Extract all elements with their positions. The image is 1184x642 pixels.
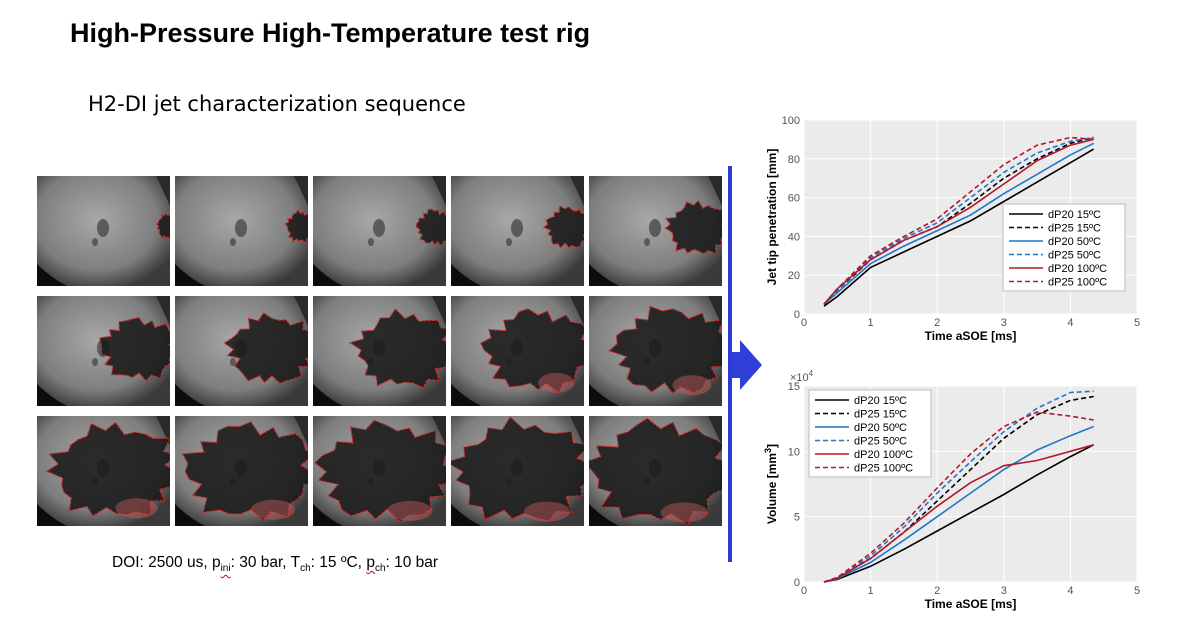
x-tick-label: 1	[868, 317, 874, 329]
legend-label: dP20 50ºC	[854, 422, 907, 434]
sequence-frame	[37, 296, 170, 406]
sequence-frame	[589, 296, 722, 406]
x-tick-label: 0	[801, 585, 807, 597]
legend-label: dP20 15ºC	[854, 395, 907, 407]
slide-subtitle: H2-DI jet characterization sequence	[88, 92, 466, 116]
y-tick-label: 20	[788, 270, 800, 282]
y-tick-label: 80	[788, 154, 800, 166]
penetration-chart: 0 1 2 3 4 5 0 20 40 60 80 100 Time aSOE [ms] Jet tip …	[765, 115, 1140, 343]
slide-title: High-Pressure High-Temperature test rig	[70, 18, 591, 48]
series-line	[823, 136, 1094, 305]
legend-label: dP20 100ºC	[854, 449, 913, 461]
series-line	[823, 444, 1095, 583]
section-divider	[728, 166, 732, 562]
x-tick-label: 2	[934, 585, 940, 597]
legend-label: dP25 100ºC	[854, 463, 913, 475]
sequence-frame	[589, 176, 722, 286]
caption-t-ch-value: : 15 ºC,	[310, 554, 367, 571]
legend-label: dP20 100ºC	[1048, 263, 1107, 275]
legend-label: dP25 50ºC	[854, 436, 907, 448]
caption-doi: DOI: 2500 us,	[112, 554, 212, 571]
y-tick-label: 5	[794, 512, 800, 524]
sequence-frame	[313, 416, 446, 526]
series-line	[823, 425, 1094, 583]
series-line	[823, 390, 1094, 583]
axis-exponent: ×104	[790, 369, 814, 384]
sequence-frame	[451, 176, 584, 286]
right-arrow-icon	[732, 340, 762, 390]
series-line	[823, 142, 1095, 305]
sequence-frame	[313, 176, 446, 286]
legend-label: dP25 100ºC	[1048, 277, 1107, 289]
volume-chart: 0 1 2 3 4 5 0 5 10 15 Time aSOE [ms] Volume [mm3] ×1…	[763, 369, 1140, 611]
x-tick-label: 3	[1001, 585, 1007, 597]
y-tick-label: 100	[782, 115, 800, 127]
x-tick-label: 0	[801, 317, 807, 329]
x-tick-label: 2	[934, 317, 940, 329]
legend-label: dP25 15ºC	[1048, 223, 1101, 235]
sequence-frame	[589, 416, 722, 526]
caption-p-ch-value: : 10 bar	[385, 554, 439, 571]
legend-box	[808, 389, 932, 478]
legend-label: dP20 15ºC	[1048, 209, 1101, 221]
legend-label: dP20 50ºC	[1048, 236, 1101, 248]
series-line	[823, 148, 1095, 307]
series-line	[823, 411, 1094, 583]
x-tick-label: 4	[1067, 585, 1073, 597]
caption-p-ini-value: : 30 bar,	[230, 554, 291, 571]
series-line	[823, 444, 1094, 583]
y-tick-label: 40	[788, 231, 800, 243]
y-tick-label: 0	[794, 309, 800, 321]
y-tick-label: 60	[788, 193, 800, 205]
sequence-frame	[37, 176, 170, 286]
x-tick-label: 3	[1001, 317, 1007, 329]
legend-label: dP25 15ºC	[854, 409, 907, 421]
sequence-frame	[175, 296, 308, 406]
sequence-frame	[451, 416, 584, 526]
caption-t-ch: Tch	[290, 554, 311, 575]
test-conditions-caption: DOI: 2500 us, pini: 30 bar, Tch: 15 ºC, …	[112, 554, 438, 574]
caption-p-ini: pini	[211, 554, 231, 575]
legend-label: dP25 50ºC	[1048, 250, 1101, 262]
y-tick-label: 15	[788, 381, 800, 393]
sequence-frame	[313, 296, 446, 406]
x-tick-label: 4	[1067, 317, 1073, 329]
legend-box	[1002, 203, 1126, 292]
series-line	[823, 138, 1094, 305]
y-tick-label: 0	[794, 577, 800, 589]
sequence-frame	[175, 176, 308, 286]
sequence-frame	[37, 416, 170, 526]
x-axis-label: Time aSOE [ms]	[925, 329, 1017, 343]
y-axis-label: Jet tip penetration [mm]	[765, 149, 779, 286]
caption-p-ch: pch	[366, 554, 386, 575]
x-tick-label: 5	[1134, 317, 1140, 329]
sequence-frame	[175, 416, 308, 526]
x-tick-label: 5	[1134, 585, 1140, 597]
x-axis-label: Time aSOE [ms]	[925, 597, 1017, 611]
sequence-frame	[451, 296, 584, 406]
y-tick-label: 10	[788, 446, 800, 458]
x-tick-label: 1	[868, 585, 874, 597]
y-axis-label: Volume [mm3]	[763, 444, 779, 524]
